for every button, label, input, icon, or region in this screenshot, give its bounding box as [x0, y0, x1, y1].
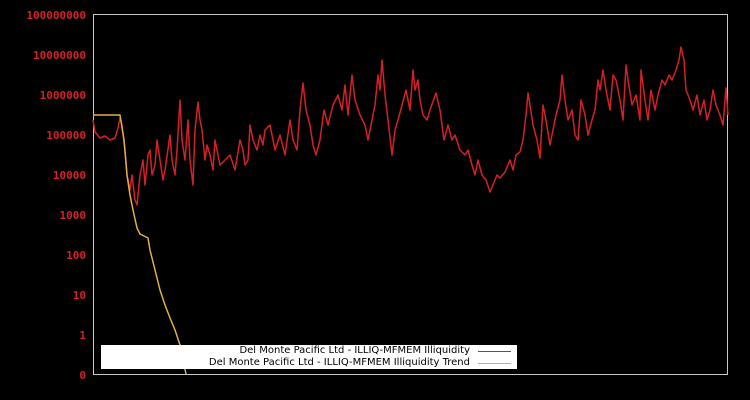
y-tick-label: 1: [79, 329, 86, 342]
legend-label: Del Monte Pacific Ltd - ILLIQ-MFMEM Illi…: [208, 357, 470, 368]
y-tick-label: 10000000: [33, 49, 86, 62]
y-tick-label: 10000: [52, 169, 86, 182]
legend-swatch-red: [478, 350, 511, 352]
legend-label: Del Monte Pacific Ltd - ILLIQ-MFMEM Illi…: [239, 345, 470, 356]
y-tick-label: 1000000: [39, 89, 86, 102]
illiquidity-line: [92, 46, 729, 206]
y-tick-label: 1000: [59, 209, 87, 222]
legend-item-illiquidity: Del Monte Pacific Ltd - ILLIQ-MFMEM Illi…: [239, 345, 517, 357]
y-tick-label: 100000000: [26, 9, 86, 22]
plot-area-border: [93, 14, 728, 375]
y-tick-label: 100: [66, 249, 86, 262]
legend: Del Monte Pacific Ltd - ILLIQ-MFMEM Illi…: [101, 345, 517, 369]
illiquidity-trend-line: [93, 114, 187, 375]
y-tick-label: 10: [72, 289, 86, 302]
legend-item-illiquidity-trend: Del Monte Pacific Ltd - ILLIQ-MFMEM Illi…: [209, 357, 517, 369]
legend-swatch-yellow: [478, 362, 511, 364]
y-tick-label: 100000: [46, 129, 86, 142]
y-tick-label: 0: [79, 369, 86, 382]
